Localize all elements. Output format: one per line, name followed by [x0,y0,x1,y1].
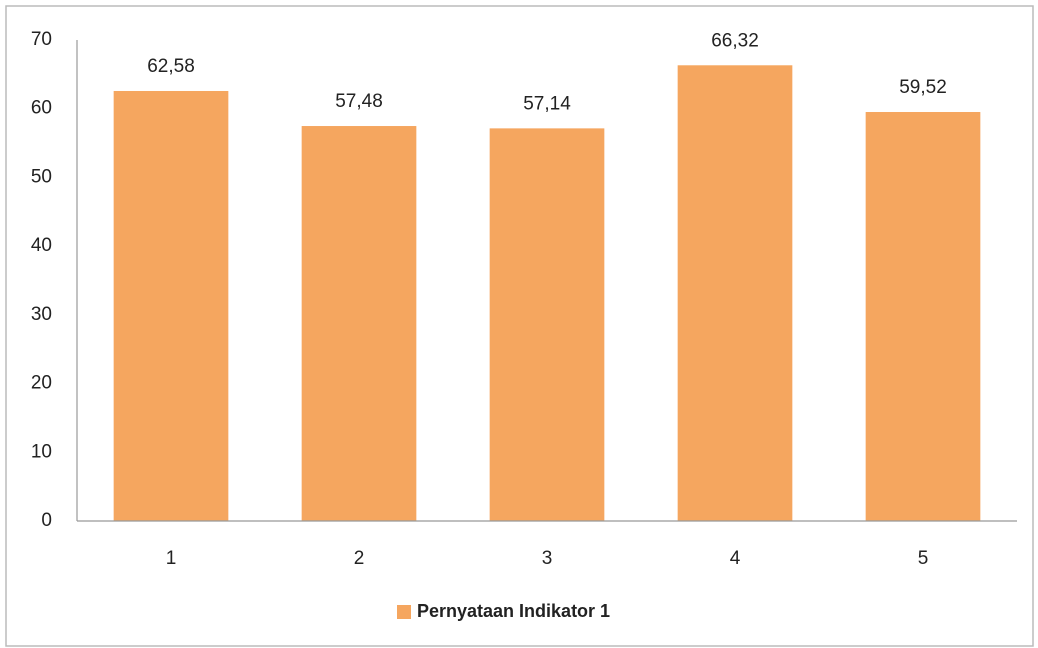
x-tick-label: 5 [918,548,929,569]
bar [489,128,605,521]
data-label: 62,58 [147,56,195,77]
y-tick-label: 10 [31,441,52,462]
x-tick-label: 1 [166,548,177,569]
y-tick-label: 30 [31,304,52,325]
x-tick-label: 2 [354,548,365,569]
y-tick-label: 60 [31,98,52,119]
x-tick-label: 3 [542,548,553,569]
data-label: 59,52 [899,77,947,98]
y-tick-label: 70 [31,29,52,50]
legend-text: Pernyataan Indikator 1 [417,601,610,621]
bar [865,112,981,521]
bar [113,90,229,522]
bar [677,65,793,521]
data-label: 57,48 [335,91,383,112]
bar [301,126,417,522]
y-tick-label: 50 [31,166,52,187]
legend-swatch [397,605,411,619]
y-tick-label: 0 [41,510,52,531]
y-tick-label: 20 [31,373,52,394]
data-label: 57,14 [523,93,571,114]
x-tick-label: 4 [730,548,741,569]
data-label: 66,32 [711,30,759,51]
y-tick-label: 40 [31,235,52,256]
